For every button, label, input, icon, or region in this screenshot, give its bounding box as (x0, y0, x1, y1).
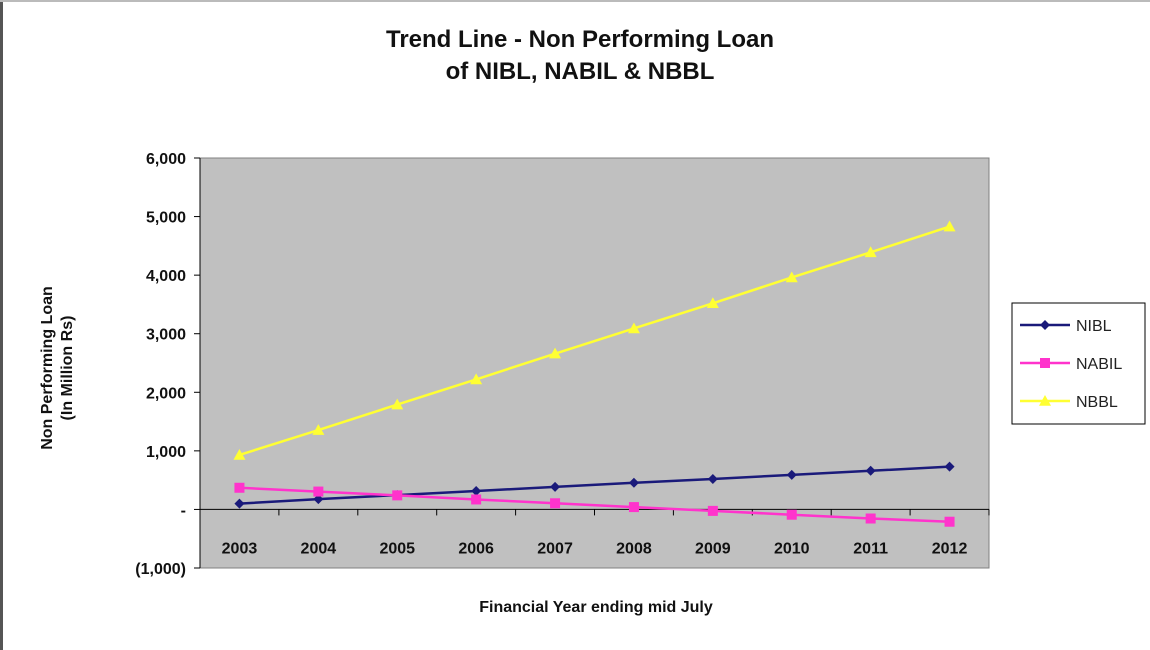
data-point-nabil (392, 490, 403, 501)
data-point-nabil (471, 494, 482, 505)
series-line-nbbl (239, 225, 950, 457)
x-tick-label: 2006 (458, 540, 494, 557)
data-point-nabil (944, 516, 955, 527)
data-point-nabil (234, 482, 245, 493)
data-point-nibl (313, 494, 324, 505)
x-tick-label: 2004 (301, 540, 337, 557)
data-point-nbbl (549, 347, 562, 359)
data-point-nabil (550, 498, 561, 509)
legend-marker-nibl (1040, 320, 1050, 330)
y-tick-label: 2,000 (146, 385, 186, 402)
data-point-nibl (234, 498, 245, 509)
legend-label-nbbl: NBBL (1076, 394, 1118, 411)
legend-item-nbbl: NBBL (1020, 394, 1118, 411)
data-point-nbbl (312, 424, 325, 435)
x-tick-label: 2005 (379, 540, 415, 557)
data-point-nibl (865, 465, 876, 476)
x-tick-label: 2012 (932, 540, 968, 557)
x-tick-label: 2009 (695, 540, 731, 557)
data-point-nbbl (233, 448, 246, 460)
data-point-nibl (471, 485, 482, 496)
y-tick-label: 4,000 (146, 268, 186, 285)
data-point-nibl (707, 473, 718, 484)
chart-title-line1: Trend Line - Non Performing Loan (386, 26, 774, 53)
legend-item-nabil: NABIL (1020, 356, 1122, 373)
y-tick-label: (1,000) (135, 561, 186, 578)
series-line-nabil (239, 486, 950, 523)
series-nabil (234, 482, 955, 527)
legend-marker-nbbl (1039, 395, 1051, 406)
chart-title-line2: of NIBL, NABIL & NBBL (446, 58, 715, 85)
data-point-nbbl (627, 322, 640, 334)
data-point-nibl (944, 461, 955, 472)
y-tick-label: - (181, 502, 186, 519)
y-tick-label: 1,000 (146, 444, 186, 461)
series-nibl (234, 461, 955, 509)
series-nbbl (233, 220, 956, 460)
y-axis-label-line1: Non Performing Loan (39, 286, 56, 450)
data-point-nbbl (706, 297, 719, 309)
page-frame-top (0, 0, 1150, 2)
data-point-nabil (313, 486, 324, 497)
data-point-nibl (628, 477, 639, 488)
y-tick-label: 6,000 (146, 151, 186, 168)
legend-item-nibl: NIBL (1020, 318, 1112, 335)
y-tick-label: 5,000 (146, 210, 186, 227)
data-point-nabil (786, 509, 797, 520)
y-axis-ticks: 6,000 5,000 4,000 3,000 2,000 1,000 - (1,000) (135, 151, 200, 578)
y-axis-label-line2: (In Million Rs) (59, 316, 76, 421)
x-tick-label: 2003 (222, 540, 258, 557)
legend: NIBL NABIL NBBL (1020, 318, 1122, 411)
x-tick-label: 2010 (774, 540, 810, 557)
x-tick-label: 2008 (616, 540, 652, 557)
data-point-nbbl (391, 398, 404, 410)
legend-label-nabil: NABIL (1076, 356, 1122, 373)
page-frame-left (0, 0, 3, 650)
x-axis-label: Financial Year ending mid July (479, 599, 713, 616)
data-point-nibl (786, 469, 797, 480)
data-point-nabil (707, 505, 718, 516)
data-point-nbbl (864, 246, 877, 258)
data-point-nabil (865, 513, 876, 524)
data-point-nbbl (943, 220, 956, 232)
data-point-nbbl (785, 271, 798, 283)
x-tick-label: 2011 (853, 540, 888, 557)
y-tick-label: 3,000 (146, 327, 186, 344)
data-point-nabil (628, 502, 639, 513)
legend-marker-nabil (1040, 358, 1050, 368)
data-point-nibl (550, 481, 561, 492)
series-layer (233, 220, 956, 527)
legend-label-nibl: NIBL (1076, 318, 1112, 335)
data-point-nbbl (470, 373, 483, 385)
plot-area (199, 157, 990, 569)
x-axis-ticks: 2003 2004 2005 2006 2007 2008 2009 2010 2011 2012 (199, 509, 990, 557)
x-tick-label: 2007 (537, 540, 573, 557)
series-line-nibl (239, 465, 950, 505)
